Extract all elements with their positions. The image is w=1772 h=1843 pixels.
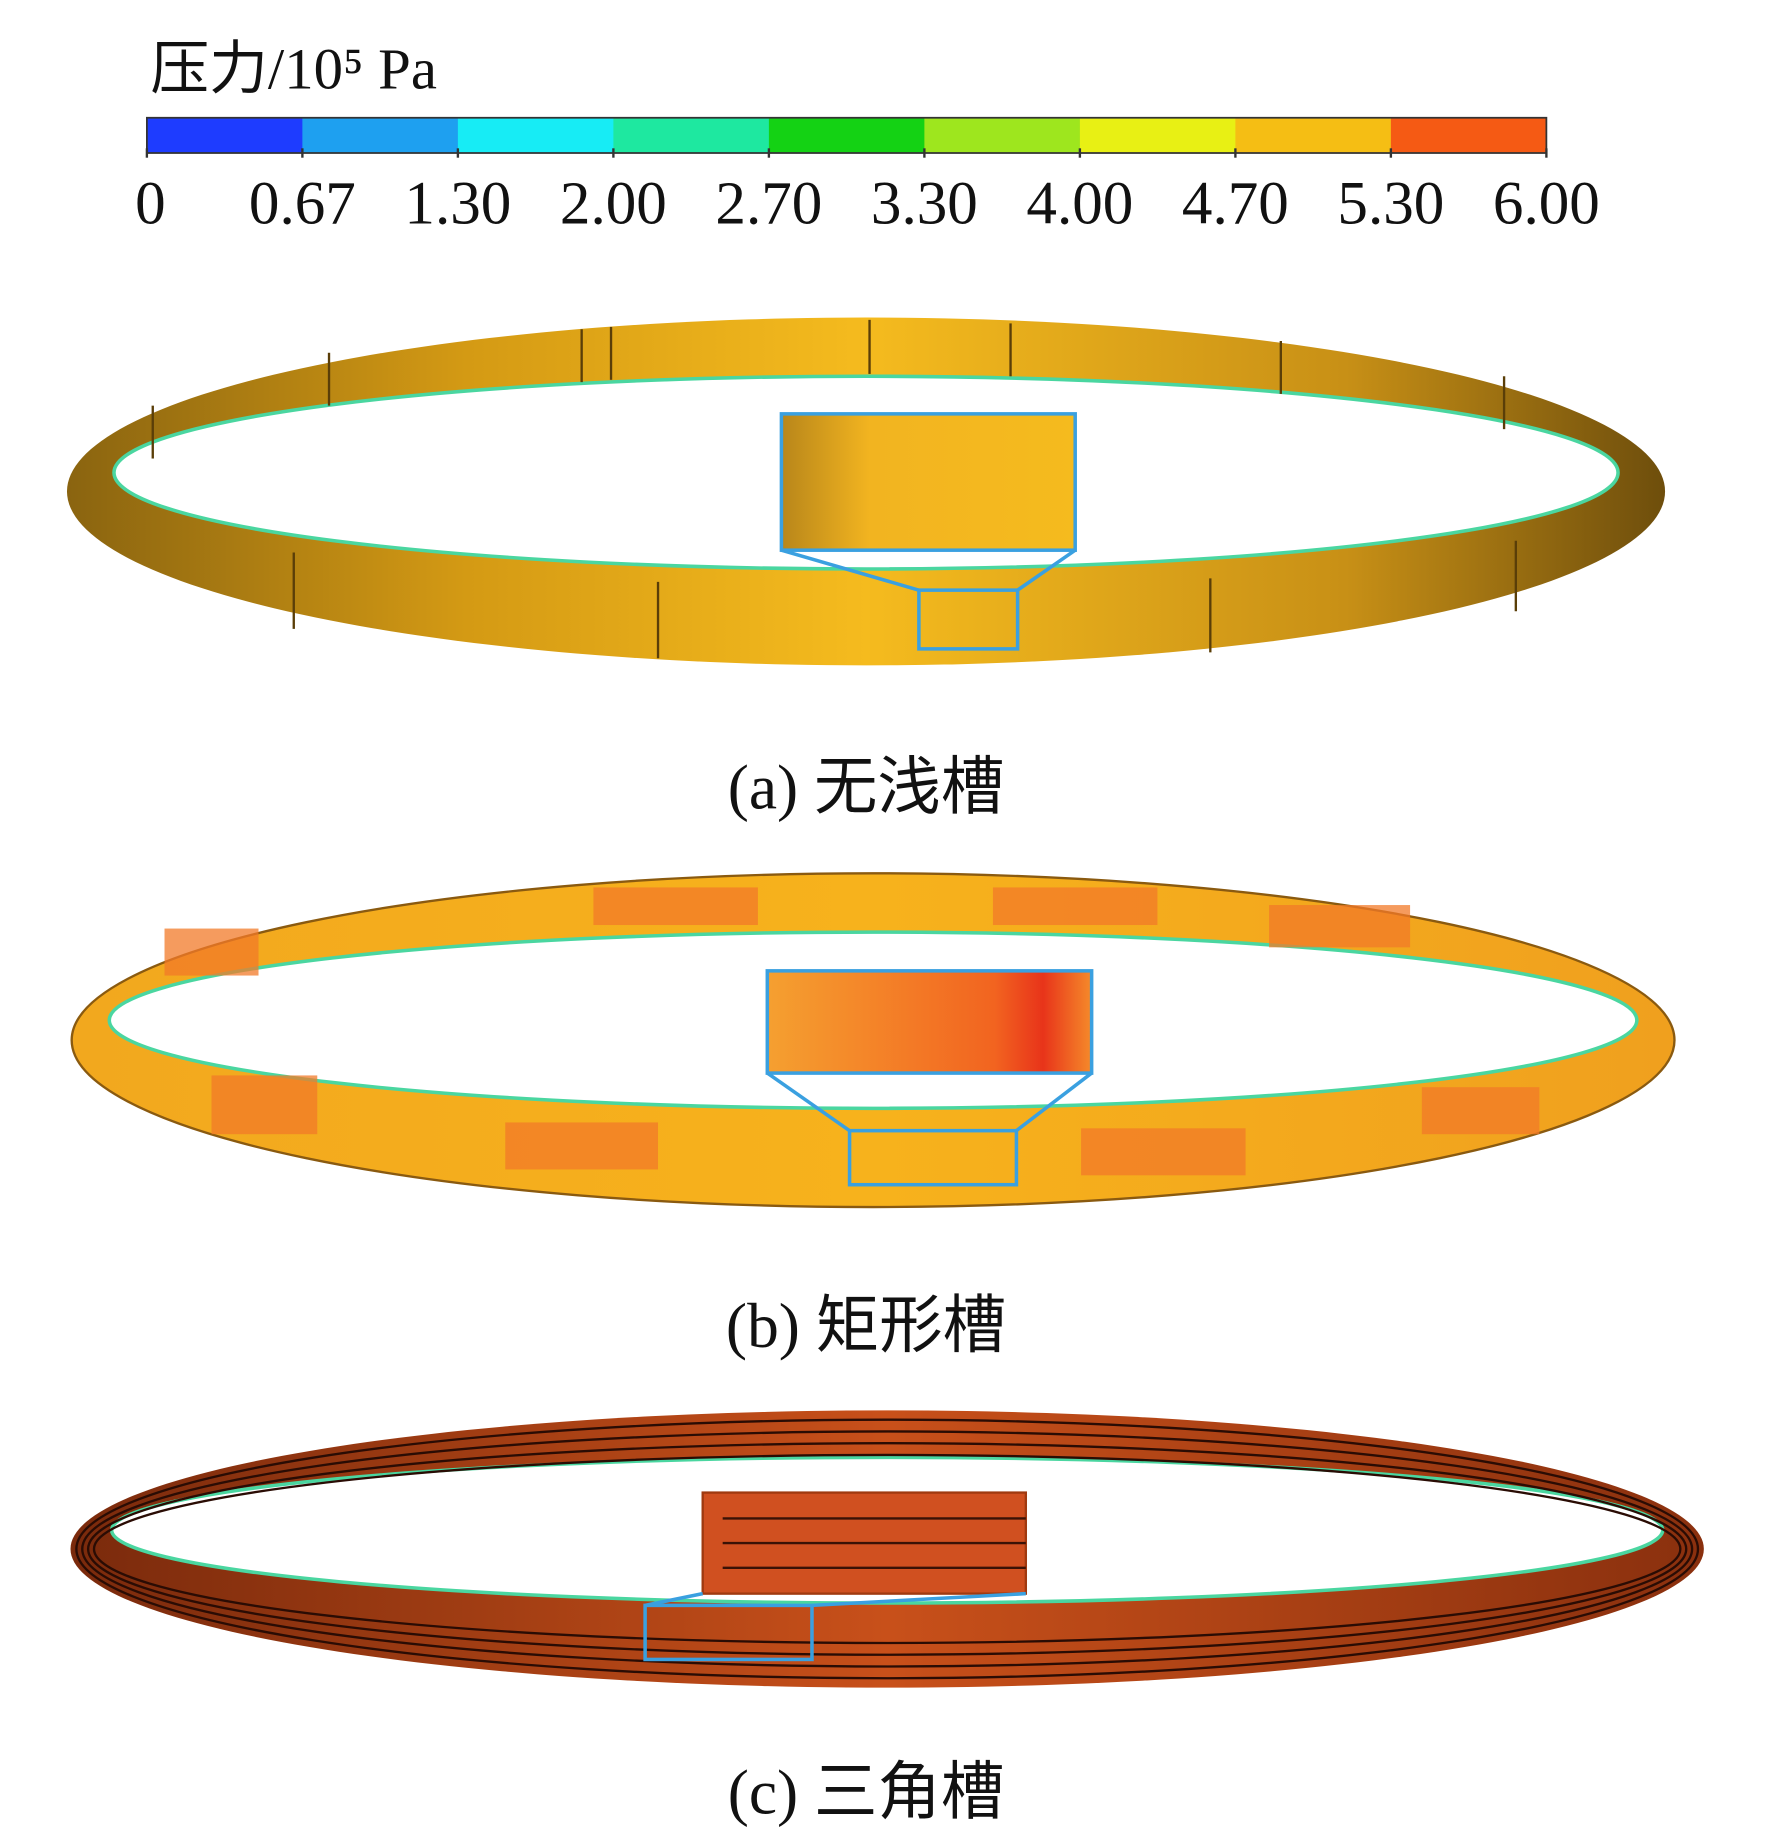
colorbar-tick-label: 0 (135, 171, 166, 238)
colorbar-tick-label: 6.00 (1493, 171, 1600, 238)
caption: (a) 无浅槽 (728, 752, 1005, 823)
ring-b (70, 872, 1676, 1209)
colorbar-segment (1390, 117, 1547, 154)
colorbar-title: 压力/10⁵ Pa (150, 36, 437, 101)
colorbar-tick-label: 4.70 (1182, 171, 1289, 238)
colorbar-segment (457, 117, 614, 154)
colorbar-frame (146, 116, 1548, 154)
colorbar-tick-label: 3.30 (871, 171, 978, 238)
colorbar-segment (1079, 117, 1236, 154)
colorbar-segment (768, 117, 925, 154)
ring-a (66, 317, 1666, 666)
colorbar-tick-label: 1.30 (404, 171, 511, 238)
colorbar-tick-label: 5.30 (1337, 171, 1444, 238)
colorbar-segment (924, 117, 1081, 154)
colorbar-tick-label: 0.67 (249, 171, 356, 238)
caption: (c) 三角槽 (728, 1756, 1005, 1827)
colorbar-tick-label: 4.00 (1026, 171, 1133, 238)
colorbar-segment (1235, 117, 1392, 154)
ring-c (70, 1410, 1704, 1688)
colorbar: 0 0.67 1.30 2.00 2.70 3.30 4.00 4.70 5.30 6.00 (135, 116, 1600, 238)
colorbar-segment (613, 117, 770, 154)
caption: (b) 矩形槽 (726, 1290, 1006, 1361)
colorbar-tick-label: 2.00 (560, 171, 667, 238)
colorbar-segment (146, 117, 303, 154)
colorbar-segment (302, 117, 459, 154)
colorbar-tick-label: 2.70 (715, 171, 822, 238)
